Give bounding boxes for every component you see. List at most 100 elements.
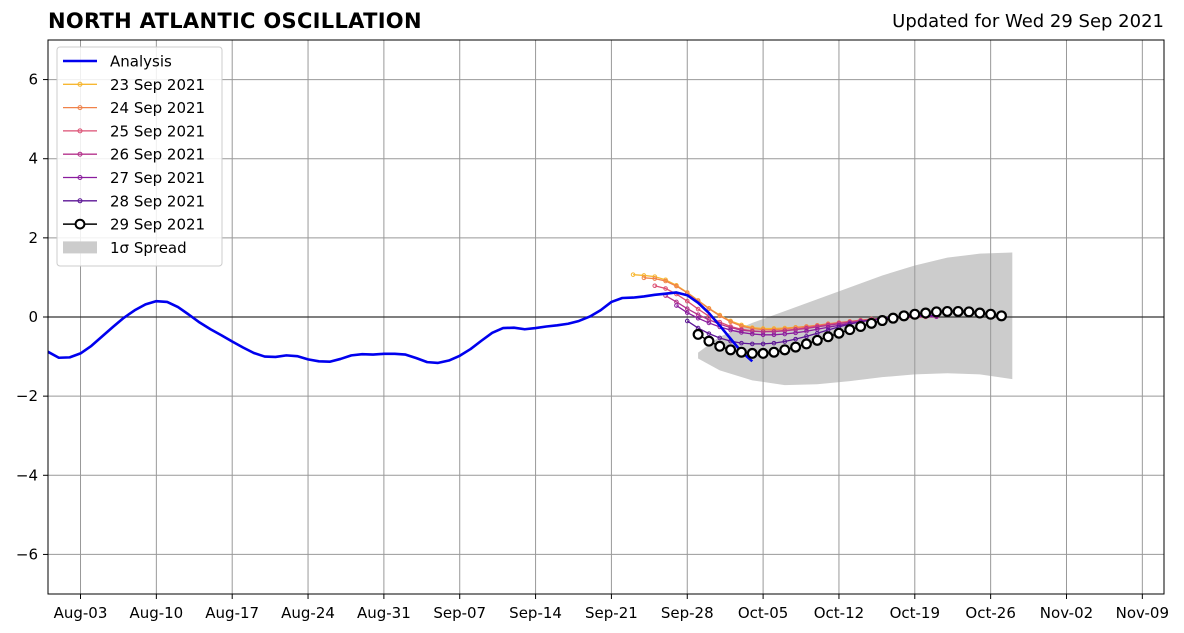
legend-box — [56, 46, 223, 267]
current-forecast-point — [920, 307, 932, 319]
legend-label: 27 Sep 2021 — [110, 169, 205, 187]
forecast-point — [728, 327, 733, 333]
x-tick-label: Sep-07 — [433, 604, 486, 622]
forecast-point — [641, 275, 647, 281]
legend-marker — [77, 105, 83, 111]
current-forecast-point — [909, 308, 921, 320]
forecast-point — [674, 283, 679, 289]
x-tick-label: Sep-14 — [509, 604, 562, 622]
forecast-point — [782, 339, 788, 344]
y-tick-label: 0 — [28, 308, 38, 326]
legend-marker — [77, 81, 83, 87]
forecast-point — [760, 341, 766, 347]
forecast-point — [793, 330, 798, 336]
forecast-point — [684, 318, 690, 324]
legend-swatch — [63, 241, 97, 254]
forecast-point — [652, 276, 658, 281]
forecast-point — [717, 335, 723, 341]
legend-marker — [77, 151, 83, 157]
y-tick-label: −4 — [16, 466, 38, 484]
current-forecast-point — [714, 340, 726, 352]
x-tick-label: Aug-17 — [205, 604, 259, 622]
legend-label: 25 Sep 2021 — [110, 122, 205, 140]
forecast-point — [630, 272, 636, 277]
forecast-point — [728, 319, 733, 325]
y-tick-label: 4 — [28, 150, 38, 168]
x-tick-label: Oct-05 — [738, 604, 788, 622]
legend-marker — [77, 175, 83, 180]
y-tick-label: −2 — [16, 387, 38, 405]
legend-marker — [77, 198, 83, 204]
analysis-line — [47, 291, 754, 365]
current-forecast-point — [811, 334, 823, 346]
current-forecast-point — [974, 307, 986, 319]
forecast-point — [771, 332, 777, 338]
current-forecast-point — [833, 327, 845, 339]
forecast-point — [684, 298, 690, 304]
forecast-point — [793, 336, 798, 342]
current-forecast-point — [930, 306, 942, 318]
x-tick-label: Aug-10 — [129, 604, 183, 622]
forecast-point — [739, 340, 744, 346]
forecast-point — [684, 310, 690, 315]
spread-band-layer — [698, 252, 1013, 386]
current-forecast-point — [941, 305, 953, 317]
forecast-point — [652, 283, 658, 289]
current-forecast-point — [725, 344, 737, 356]
current-forecast-point — [746, 347, 758, 359]
x-tick-label: Aug-24 — [281, 604, 335, 622]
forecast-point — [749, 341, 755, 347]
x-tick-label: Nov-09 — [1116, 604, 1169, 622]
x-tick-label: Nov-02 — [1040, 604, 1093, 622]
x-tick-label: Aug-31 — [357, 604, 411, 622]
current-forecast-point — [768, 346, 780, 358]
legend-label: Analysis — [110, 53, 172, 71]
legend-label: 1σ Spread — [110, 239, 187, 257]
forecast-point — [717, 313, 723, 319]
current-forecast-point — [800, 338, 812, 350]
x-tick-label: Sep-21 — [585, 604, 638, 622]
forecast-point — [749, 328, 755, 334]
forecast-point — [663, 278, 668, 284]
current-forecast-point — [887, 312, 899, 324]
forecast-point — [706, 306, 712, 311]
forecast-point — [804, 334, 809, 339]
x-tick-label: Aug-03 — [54, 604, 108, 622]
legend-marker — [77, 128, 83, 134]
current-forecast-point — [898, 310, 910, 322]
current-forecast-point — [779, 344, 791, 356]
x-tick-label: Oct-12 — [814, 604, 864, 622]
current-forecast-point — [790, 341, 802, 353]
updated-subtitle: Updated for Wed 29 Sep 2021 — [892, 11, 1164, 32]
current-forecast-point — [855, 320, 867, 332]
forecast-point — [695, 315, 701, 321]
legend-marker — [74, 218, 86, 230]
grid-layer — [48, 40, 1164, 594]
forecast-point — [749, 331, 755, 337]
series-layer — [47, 272, 1007, 365]
forecast-point — [739, 330, 744, 335]
legend: Analysis 23 Sep 2021 24 Sep 2021 25 Sep 202… — [56, 46, 223, 267]
current-forecast-point — [757, 347, 769, 359]
x-tick-label: Oct-26 — [965, 604, 1015, 622]
forecast-point — [641, 273, 647, 278]
y-tick-label: 2 — [28, 229, 38, 247]
current-forecast-point — [692, 328, 704, 340]
y-tick-label: 6 — [28, 71, 38, 89]
current-forecast-point — [844, 324, 856, 336]
forecast-point — [825, 324, 831, 330]
chart-title: NORTH ATLANTIC OSCILLATION — [48, 9, 422, 33]
current-forecast-point — [985, 308, 997, 320]
legend-label: 26 Sep 2021 — [110, 146, 205, 164]
legend-label: 29 Sep 2021 — [110, 216, 205, 234]
forecast-point — [804, 326, 809, 331]
legend-label: 28 Sep 2021 — [110, 192, 205, 210]
x-tick-label: Sep-28 — [661, 604, 714, 622]
axes-layer: Aug-03 Aug-10 Aug-17 Aug-24 Aug-31 Sep-07 Sep-… — [16, 39, 1169, 622]
current-forecast-point — [735, 346, 747, 358]
forecast-point — [760, 332, 766, 338]
forecast-point — [804, 328, 809, 334]
legend-label: 23 Sep 2021 — [110, 76, 205, 94]
current-forecast-point — [822, 331, 834, 343]
